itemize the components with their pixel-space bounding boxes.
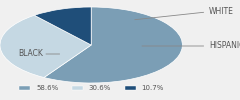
Text: BLACK: BLACK <box>18 50 43 58</box>
Wedge shape <box>44 7 182 83</box>
FancyBboxPatch shape <box>125 86 136 90</box>
Wedge shape <box>34 7 91 45</box>
Text: 30.6%: 30.6% <box>89 85 111 91</box>
Wedge shape <box>0 15 91 78</box>
Text: HISPANIC: HISPANIC <box>209 42 240 50</box>
Text: 10.7%: 10.7% <box>142 85 164 91</box>
FancyBboxPatch shape <box>72 86 83 90</box>
Text: 58.6%: 58.6% <box>36 85 58 91</box>
Text: WHITE: WHITE <box>209 8 234 16</box>
FancyBboxPatch shape <box>19 86 30 90</box>
